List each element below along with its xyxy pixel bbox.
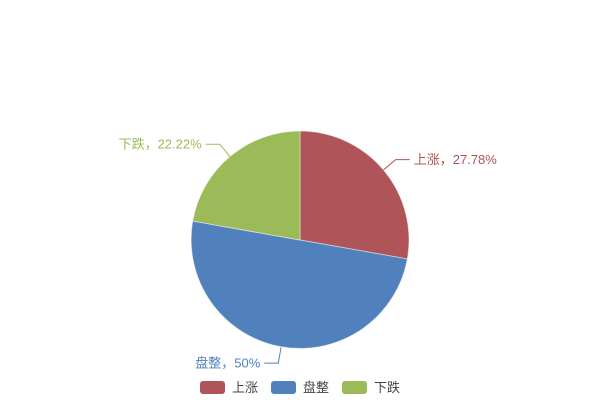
legend-label-rise: 上涨	[231, 380, 258, 395]
pie-slice-flat[interactable]	[190, 220, 408, 349]
legend-item-fall[interactable]: 下跌	[342, 381, 400, 394]
legend-swatch-fall	[342, 381, 367, 394]
slice-label-flat: 盘整，50%	[195, 356, 260, 371]
legend-swatch-rise	[199, 381, 225, 394]
pie-slice-fall[interactable]	[192, 130, 301, 241]
legend-item-rise[interactable]: 上涨	[199, 380, 258, 395]
label-line-rise	[383, 159, 410, 171]
chart-legend: 上涨 盘整 下跌	[0, 381, 600, 394]
pie-slice-rise[interactable]	[299, 130, 410, 260]
legend-label-flat: 盘整	[302, 380, 329, 395]
legend-item-flat[interactable]: 盘整	[270, 380, 329, 395]
label-line-fall	[205, 143, 231, 157]
legend-label-fall: 下跌	[374, 380, 401, 395]
slice-label-rise: 上涨，27.78%	[414, 152, 498, 167]
legend-swatch-flat	[270, 381, 296, 394]
label-line-flat	[264, 347, 282, 364]
slice-label-fall: 下跌，22.22%	[119, 137, 203, 152]
